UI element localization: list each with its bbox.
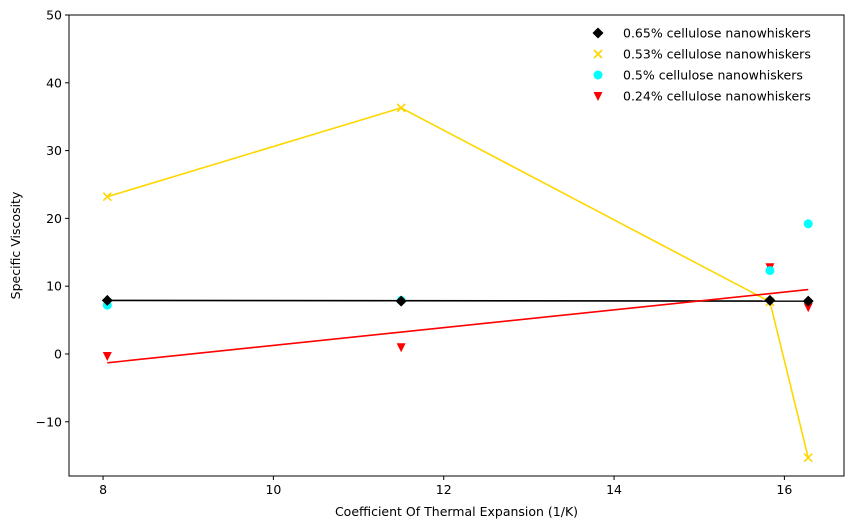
x-axis: 8 10 12 14 16 [99, 476, 792, 497]
data-point-series-1 [802, 295, 814, 307]
data-point-series-1 [101, 294, 113, 306]
x-tick-label: 16 [776, 482, 792, 497]
x-tick-label: 10 [265, 482, 281, 497]
x-axis-title: Coefficient Of Thermal Expansion (1/K) [335, 504, 578, 519]
x-tick-label: 12 [436, 482, 452, 497]
y-tick-label: 10 [46, 279, 62, 294]
y-tick-label: 0 [54, 346, 62, 361]
fit-lines [107, 107, 810, 458]
y-axis: −10 0 10 20 30 40 50 [36, 8, 69, 429]
y-tick-label: 30 [46, 143, 62, 158]
legend-marker-series-3 [593, 70, 603, 80]
data-point-series-1 [764, 294, 776, 306]
data-point-series-1 [395, 295, 407, 307]
legend-label: 0.24% cellulose nanowhiskers [623, 89, 811, 104]
y-tick-label: −10 [36, 414, 62, 429]
data-point-series-4 [396, 343, 406, 353]
x-tick-label: 14 [606, 482, 622, 497]
x-tick-label: 8 [99, 482, 107, 497]
data-point-series-4 [803, 303, 813, 313]
legend-label: 0.5% cellulose nanowhiskers [623, 68, 803, 83]
fit-line-series-2 [107, 107, 810, 458]
data-point-series-3 [803, 219, 813, 229]
legend-label: 0.53% cellulose nanowhiskers [623, 47, 811, 62]
legend-marker-series-1 [592, 27, 604, 39]
data-point-series-2 [803, 453, 813, 463]
data-points [101, 103, 814, 463]
y-axis-title: Specific Viscosity [8, 191, 23, 299]
legend-marker-series-2 [593, 49, 603, 59]
data-point-series-4 [102, 352, 112, 362]
data-point-series-3 [765, 266, 775, 276]
legend: 0.65% cellulose nanowhiskers 0.53% cellul… [592, 26, 811, 104]
fit-line-series-4 [107, 288, 809, 364]
plot-area-frame [68, 14, 845, 477]
data-point-series-2 [396, 103, 406, 113]
data-point-series-2 [102, 192, 112, 202]
y-tick-label: 50 [46, 8, 62, 23]
legend-label: 0.65% cellulose nanowhiskers [623, 26, 811, 41]
y-tick-label: 20 [46, 211, 62, 226]
legend-marker-series-4 [593, 92, 603, 101]
y-tick-label: 40 [46, 75, 62, 90]
